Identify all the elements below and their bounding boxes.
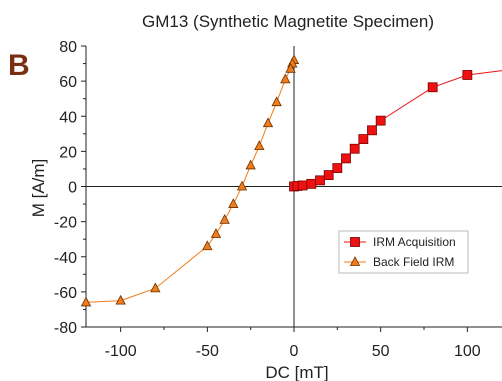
legend: IRM Acquisition Back Field IRM xyxy=(338,230,469,274)
legend-label-back-field-irm: Back Field IRM xyxy=(373,255,454,269)
data-point-irm-acquisition xyxy=(297,180,308,191)
data-point-back-field-irm xyxy=(262,117,274,128)
data-point-irm-acquisition xyxy=(427,82,438,93)
y-tick-label: 40 xyxy=(59,109,77,126)
data-point-back-field-irm xyxy=(115,294,126,305)
y-tick-label: 0 xyxy=(68,180,77,197)
legend-marker-irm-acquisition xyxy=(350,237,360,247)
x-axis-label: DC [mT] xyxy=(265,363,328,381)
y-tick-label: -80 xyxy=(54,320,77,337)
data-point-back-field-irm xyxy=(210,228,222,238)
series-line-irm-acquisition xyxy=(293,70,502,187)
x-tick-label: 100 xyxy=(454,343,481,360)
x-tick-label: -100 xyxy=(105,343,137,360)
data-point-irm-acquisition xyxy=(315,175,325,186)
x-tick-label: -50 xyxy=(196,343,219,360)
data-point-irm-acquisition xyxy=(375,115,386,126)
data-point-back-field-irm xyxy=(245,159,256,170)
legend-box xyxy=(338,230,469,274)
data-point-back-field-irm xyxy=(202,240,213,251)
x-tick-label: 50 xyxy=(372,343,390,360)
data-point-irm-acquisition xyxy=(323,170,334,180)
data-point-irm-acquisition xyxy=(462,70,473,80)
y-tick-label: 60 xyxy=(59,74,77,91)
data-point-irm-acquisition xyxy=(358,134,369,144)
data-point-irm-acquisition xyxy=(367,125,377,136)
y-tick-label: -60 xyxy=(54,285,77,302)
data-point-back-field-irm xyxy=(80,296,92,307)
data-point-back-field-irm xyxy=(280,73,291,84)
legend-marker-back-field-irm xyxy=(349,256,361,266)
y-tick-label: 20 xyxy=(59,144,77,161)
series-line-back-field-irm xyxy=(85,59,295,303)
x-tick-label: 0 xyxy=(290,343,299,360)
legend-label-irm-acquisition: IRM Acquisition xyxy=(373,235,456,249)
data-point-back-field-irm xyxy=(219,214,230,224)
plot-area: 80 60 40 20 0 -20 -40 -60 -80 -100 -50 0 50 100 xyxy=(54,39,502,360)
data-point-irm-acquisition xyxy=(306,178,317,189)
data-point-back-field-irm xyxy=(285,62,296,73)
chart-title: GM13 (Synthetic Magnetite Specimen) xyxy=(142,12,434,31)
data-point-irm-acquisition xyxy=(341,153,351,164)
y-tick-label: -20 xyxy=(54,215,77,232)
data-point-back-field-irm xyxy=(150,282,161,293)
data-point-back-field-irm xyxy=(236,180,248,191)
y-tick-label: 80 xyxy=(59,39,77,56)
panel-label: B xyxy=(8,49,30,82)
data-point-back-field-irm xyxy=(228,198,239,208)
y-axis-label: M [A/m] xyxy=(29,159,48,218)
data-point-back-field-irm xyxy=(271,96,282,107)
data-point-irm-acquisition xyxy=(349,143,360,154)
data-point-irm-acquisition xyxy=(332,163,343,173)
y-tick-label: -40 xyxy=(54,250,77,267)
data-point-back-field-irm xyxy=(254,140,265,151)
